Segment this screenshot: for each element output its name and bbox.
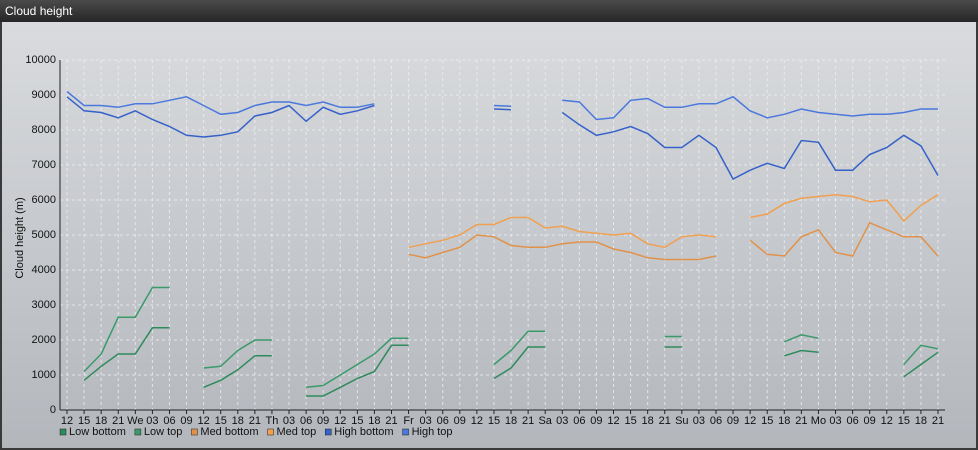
x-tick-label: 09: [864, 415, 876, 427]
x-tick-label: 21: [522, 415, 534, 427]
x-tick-label: 06: [710, 415, 722, 427]
y-tick-label: 1000: [32, 369, 56, 381]
x-tick-label: 18: [95, 415, 107, 427]
x-tick-label: 15: [624, 415, 636, 427]
x-tick-label: 06: [163, 415, 175, 427]
x-tick-label: Su: [675, 415, 688, 427]
x-tick-label: 03: [283, 415, 295, 427]
x-tick-label: 09: [454, 415, 466, 427]
x-tick-label: 03: [556, 415, 568, 427]
x-tick-label: 15: [78, 415, 90, 427]
x-tick-label: 21: [385, 415, 397, 427]
x-tick-label: 12: [881, 415, 893, 427]
x-tick-label: 06: [846, 415, 858, 427]
x-tick-label: 18: [915, 415, 927, 427]
x-tick-label: 21: [659, 415, 671, 427]
series-line: [408, 194, 939, 249]
y-tick-label: 3000: [32, 299, 56, 311]
legend-label: High top: [412, 426, 453, 438]
x-tick-label: 03: [146, 415, 158, 427]
x-tick-label: 15: [351, 415, 363, 427]
x-tick-label: 06: [300, 415, 312, 427]
x-tick-label: 12: [61, 415, 73, 427]
x-tick-label: 18: [368, 415, 380, 427]
x-tick-label: 21: [112, 415, 124, 427]
y-tick-label: 9000: [32, 89, 56, 101]
y-tick-label: 6000: [32, 194, 56, 206]
x-tick-label: 15: [898, 415, 910, 427]
y-tick-label: 0: [50, 404, 56, 416]
x-tick-label: 06: [437, 415, 449, 427]
legend-label: High bottom: [334, 426, 393, 438]
x-tick-label: Mo: [811, 415, 826, 427]
y-tick-label: 2000: [32, 334, 56, 346]
x-tick-label: 03: [829, 415, 841, 427]
legend-swatch: [191, 428, 198, 436]
x-tick-label: Sa: [538, 415, 552, 427]
x-tick-label: 15: [215, 415, 227, 427]
x-tick-label: 12: [744, 415, 756, 427]
y-tick-label: 10000: [25, 54, 56, 66]
series-line: [66, 90, 938, 121]
x-tick-label: 09: [180, 415, 192, 427]
x-tick-label: 09: [317, 415, 329, 427]
legend-swatch: [134, 428, 142, 436]
y-tick-label: 5000: [32, 229, 56, 241]
y-tick-label: 8000: [32, 124, 56, 136]
y-axis-label: Cloud height (m): [14, 197, 26, 278]
chart: Cloud height (m) 0 1000 2000 3000 4000 5000 60…: [2, 22, 976, 448]
x-tick-label: 09: [727, 415, 739, 427]
x-tick-label: 09: [590, 415, 602, 427]
series-line: [83, 327, 939, 397]
y-tick-label: 4000: [32, 264, 56, 276]
x-tick-label: We: [127, 415, 143, 427]
legend-label: Med top: [277, 426, 317, 438]
series-line: [408, 221, 939, 261]
x-tick-label: 12: [198, 415, 210, 427]
x-tick-label: 15: [488, 415, 500, 427]
legend-swatch: [402, 428, 409, 436]
series-line: [83, 286, 939, 389]
x-tick-label: 18: [232, 415, 244, 427]
x-tick-label: 12: [334, 415, 346, 427]
legend-label: Med bottom: [200, 426, 258, 438]
legend-label: Low bottom: [69, 426, 126, 438]
y-tick-label: 7000: [32, 159, 56, 171]
legend-label: Low top: [144, 426, 183, 438]
x-tick-label: 21: [249, 415, 261, 427]
x-tick-label: 03: [693, 415, 705, 427]
x-tick-label: 12: [607, 415, 619, 427]
x-tick-label: 03: [420, 415, 432, 427]
x-tick-label: 21: [932, 415, 944, 427]
x-tick-label: 18: [642, 415, 654, 427]
x-tick-label: Fr: [403, 415, 414, 427]
x-tick-label: 18: [505, 415, 517, 427]
legend-swatch: [267, 428, 274, 436]
legend-swatch: [59, 428, 67, 436]
series-line: [66, 96, 939, 181]
panel-title: Cloud height: [0, 0, 978, 22]
x-tick-label: 18: [778, 415, 790, 427]
x-tick-label: 12: [471, 415, 483, 427]
x-tick-label: 15: [761, 415, 773, 427]
x-tick-label: Th: [266, 415, 279, 427]
x-tick-label: 06: [573, 415, 585, 427]
legend-swatch: [325, 428, 332, 436]
x-tick-label: 21: [795, 415, 807, 427]
